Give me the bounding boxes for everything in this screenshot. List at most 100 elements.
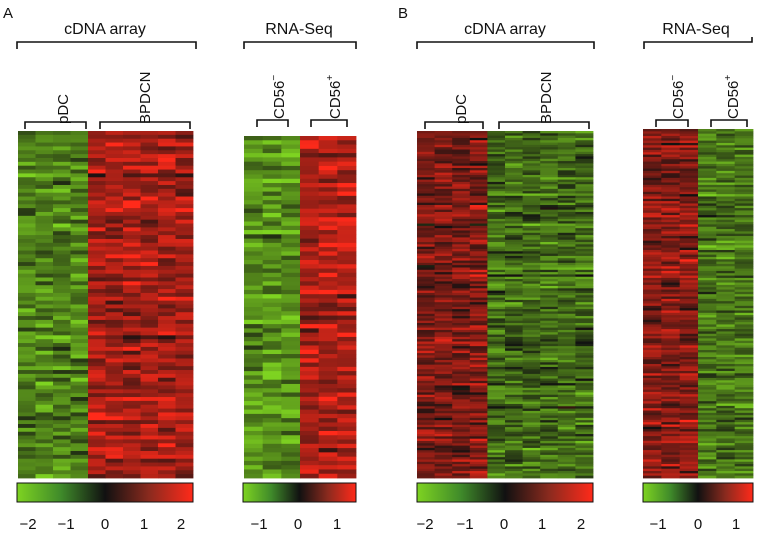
- heatmap-cell: [70, 439, 89, 444]
- heatmap-cell: [698, 347, 717, 351]
- heatmap-cell: [734, 433, 754, 437]
- heatmap-cell: [300, 255, 320, 261]
- heatmap-cell: [88, 258, 106, 263]
- heatmap-cell: [643, 347, 662, 351]
- heatmap-cell: [123, 223, 141, 228]
- heatmap-cell: [452, 343, 471, 347]
- heatmap-cell: [716, 336, 736, 339]
- heatmap-cell: [417, 369, 435, 372]
- heatmap-cell: [643, 222, 662, 225]
- heatmap-cell: [661, 443, 681, 446]
- heatmap-cell: [244, 456, 264, 462]
- heatmap-cell: [661, 438, 681, 442]
- heatmap-cell: [417, 285, 435, 289]
- heatmap-cell: [716, 354, 736, 358]
- heatmap-cell: [417, 341, 435, 345]
- heatmap-cell: [105, 400, 124, 406]
- heatmap-cell: [487, 149, 506, 153]
- heatmap-cell: [262, 465, 282, 470]
- heatmap-cell: [452, 306, 471, 310]
- heatmap-cell: [716, 391, 736, 395]
- heatmap-cell: [540, 408, 559, 412]
- heatmap-cell: [522, 353, 541, 356]
- heatmap-cell: [716, 389, 736, 393]
- heatmap-cell: [318, 285, 338, 291]
- heatmap-cell: [452, 251, 471, 254]
- heatmap-cell: [679, 133, 699, 137]
- heatmap-cell: [123, 181, 141, 186]
- heatmap-cell: [417, 380, 435, 384]
- heatmap-cell: [53, 420, 71, 425]
- heatmap-cell: [18, 323, 36, 329]
- heatmap-cell: [434, 438, 453, 442]
- heatmap-cell: [434, 147, 453, 150]
- heatmap-cell: [452, 464, 471, 467]
- heatmap-cell: [140, 412, 159, 417]
- heatmap-cell: [734, 222, 754, 225]
- heatmap-cell: [70, 308, 89, 313]
- heatmap-cell: [88, 246, 106, 251]
- heatmap-cell: [18, 277, 36, 282]
- heatmap-cell: [18, 408, 36, 413]
- heatmap-cell: [469, 177, 488, 180]
- heatmap-cell: [434, 401, 453, 405]
- colorbar-tick: 0: [101, 516, 109, 533]
- heatmap-cell: [505, 207, 523, 211]
- heatmap-cell: [35, 150, 54, 155]
- heatmap-cell: [679, 243, 699, 246]
- heatmap-cell: [434, 205, 453, 208]
- heatmap-cell: [262, 259, 282, 265]
- heatmap-cell: [661, 347, 681, 351]
- heatmap-cell: [105, 219, 124, 224]
- heatmap-cell: [522, 348, 541, 352]
- heatmap-cell: [469, 464, 488, 467]
- heatmap-cell: [487, 251, 506, 254]
- heatmap-cell: [244, 422, 264, 428]
- heatmap-cell: [281, 396, 301, 402]
- heatmap-cell: [140, 131, 159, 136]
- heatmap-cell: [505, 281, 523, 285]
- colorbar-tick: 1: [732, 516, 740, 533]
- heatmap-cell: [434, 369, 453, 372]
- heatmap-cell: [123, 277, 141, 282]
- colorbar-tick: −1: [57, 516, 74, 533]
- heatmap-cell: [140, 169, 159, 174]
- heatmap-cell: [734, 305, 754, 309]
- heatmap-cell: [281, 285, 301, 291]
- heatmap-cell: [417, 251, 435, 254]
- heatmap-cell: [643, 466, 662, 470]
- heatmap-cell: [540, 200, 559, 204]
- heatmap-cell: [661, 336, 681, 339]
- heatmap-cell: [88, 366, 106, 371]
- heatmap-cell: [679, 368, 699, 372]
- heatmap-cell: [679, 275, 699, 279]
- heatmap-cell: [698, 217, 717, 221]
- heatmap-cell: [716, 291, 736, 295]
- heatmap-cell: [281, 294, 301, 299]
- heatmap-cell: [716, 382, 736, 386]
- heatmap-cell: [281, 349, 301, 355]
- heatmap-cell: [698, 284, 717, 288]
- heatmap-cell: [123, 142, 141, 147]
- group-title: cDNA array: [464, 21, 546, 38]
- heatmap-cell: [469, 262, 488, 266]
- heatmap-cell: [679, 135, 699, 139]
- heatmap-cell: [123, 339, 141, 344]
- heatmap-cell: [452, 424, 471, 428]
- heatmap-cell: [557, 269, 576, 273]
- heatmap-cell: [35, 458, 54, 463]
- heatmap-cell: [734, 331, 754, 335]
- heatmap-cell: [175, 343, 194, 348]
- heatmap-a-cdna: [18, 131, 194, 479]
- heatmap-cell: [661, 280, 681, 283]
- heatmap-cell: [734, 387, 754, 390]
- heatmap-cell: [716, 415, 736, 418]
- heatmap-cell: [35, 408, 54, 413]
- heatmap-cell: [679, 354, 699, 358]
- heatmap-cell: [522, 288, 541, 292]
- heatmap-cell: [643, 326, 662, 330]
- heatmap-cell: [105, 296, 124, 302]
- heatmap-cell: [452, 392, 471, 396]
- heatmap-cell: [300, 289, 320, 295]
- heatmap-cell: [35, 400, 54, 406]
